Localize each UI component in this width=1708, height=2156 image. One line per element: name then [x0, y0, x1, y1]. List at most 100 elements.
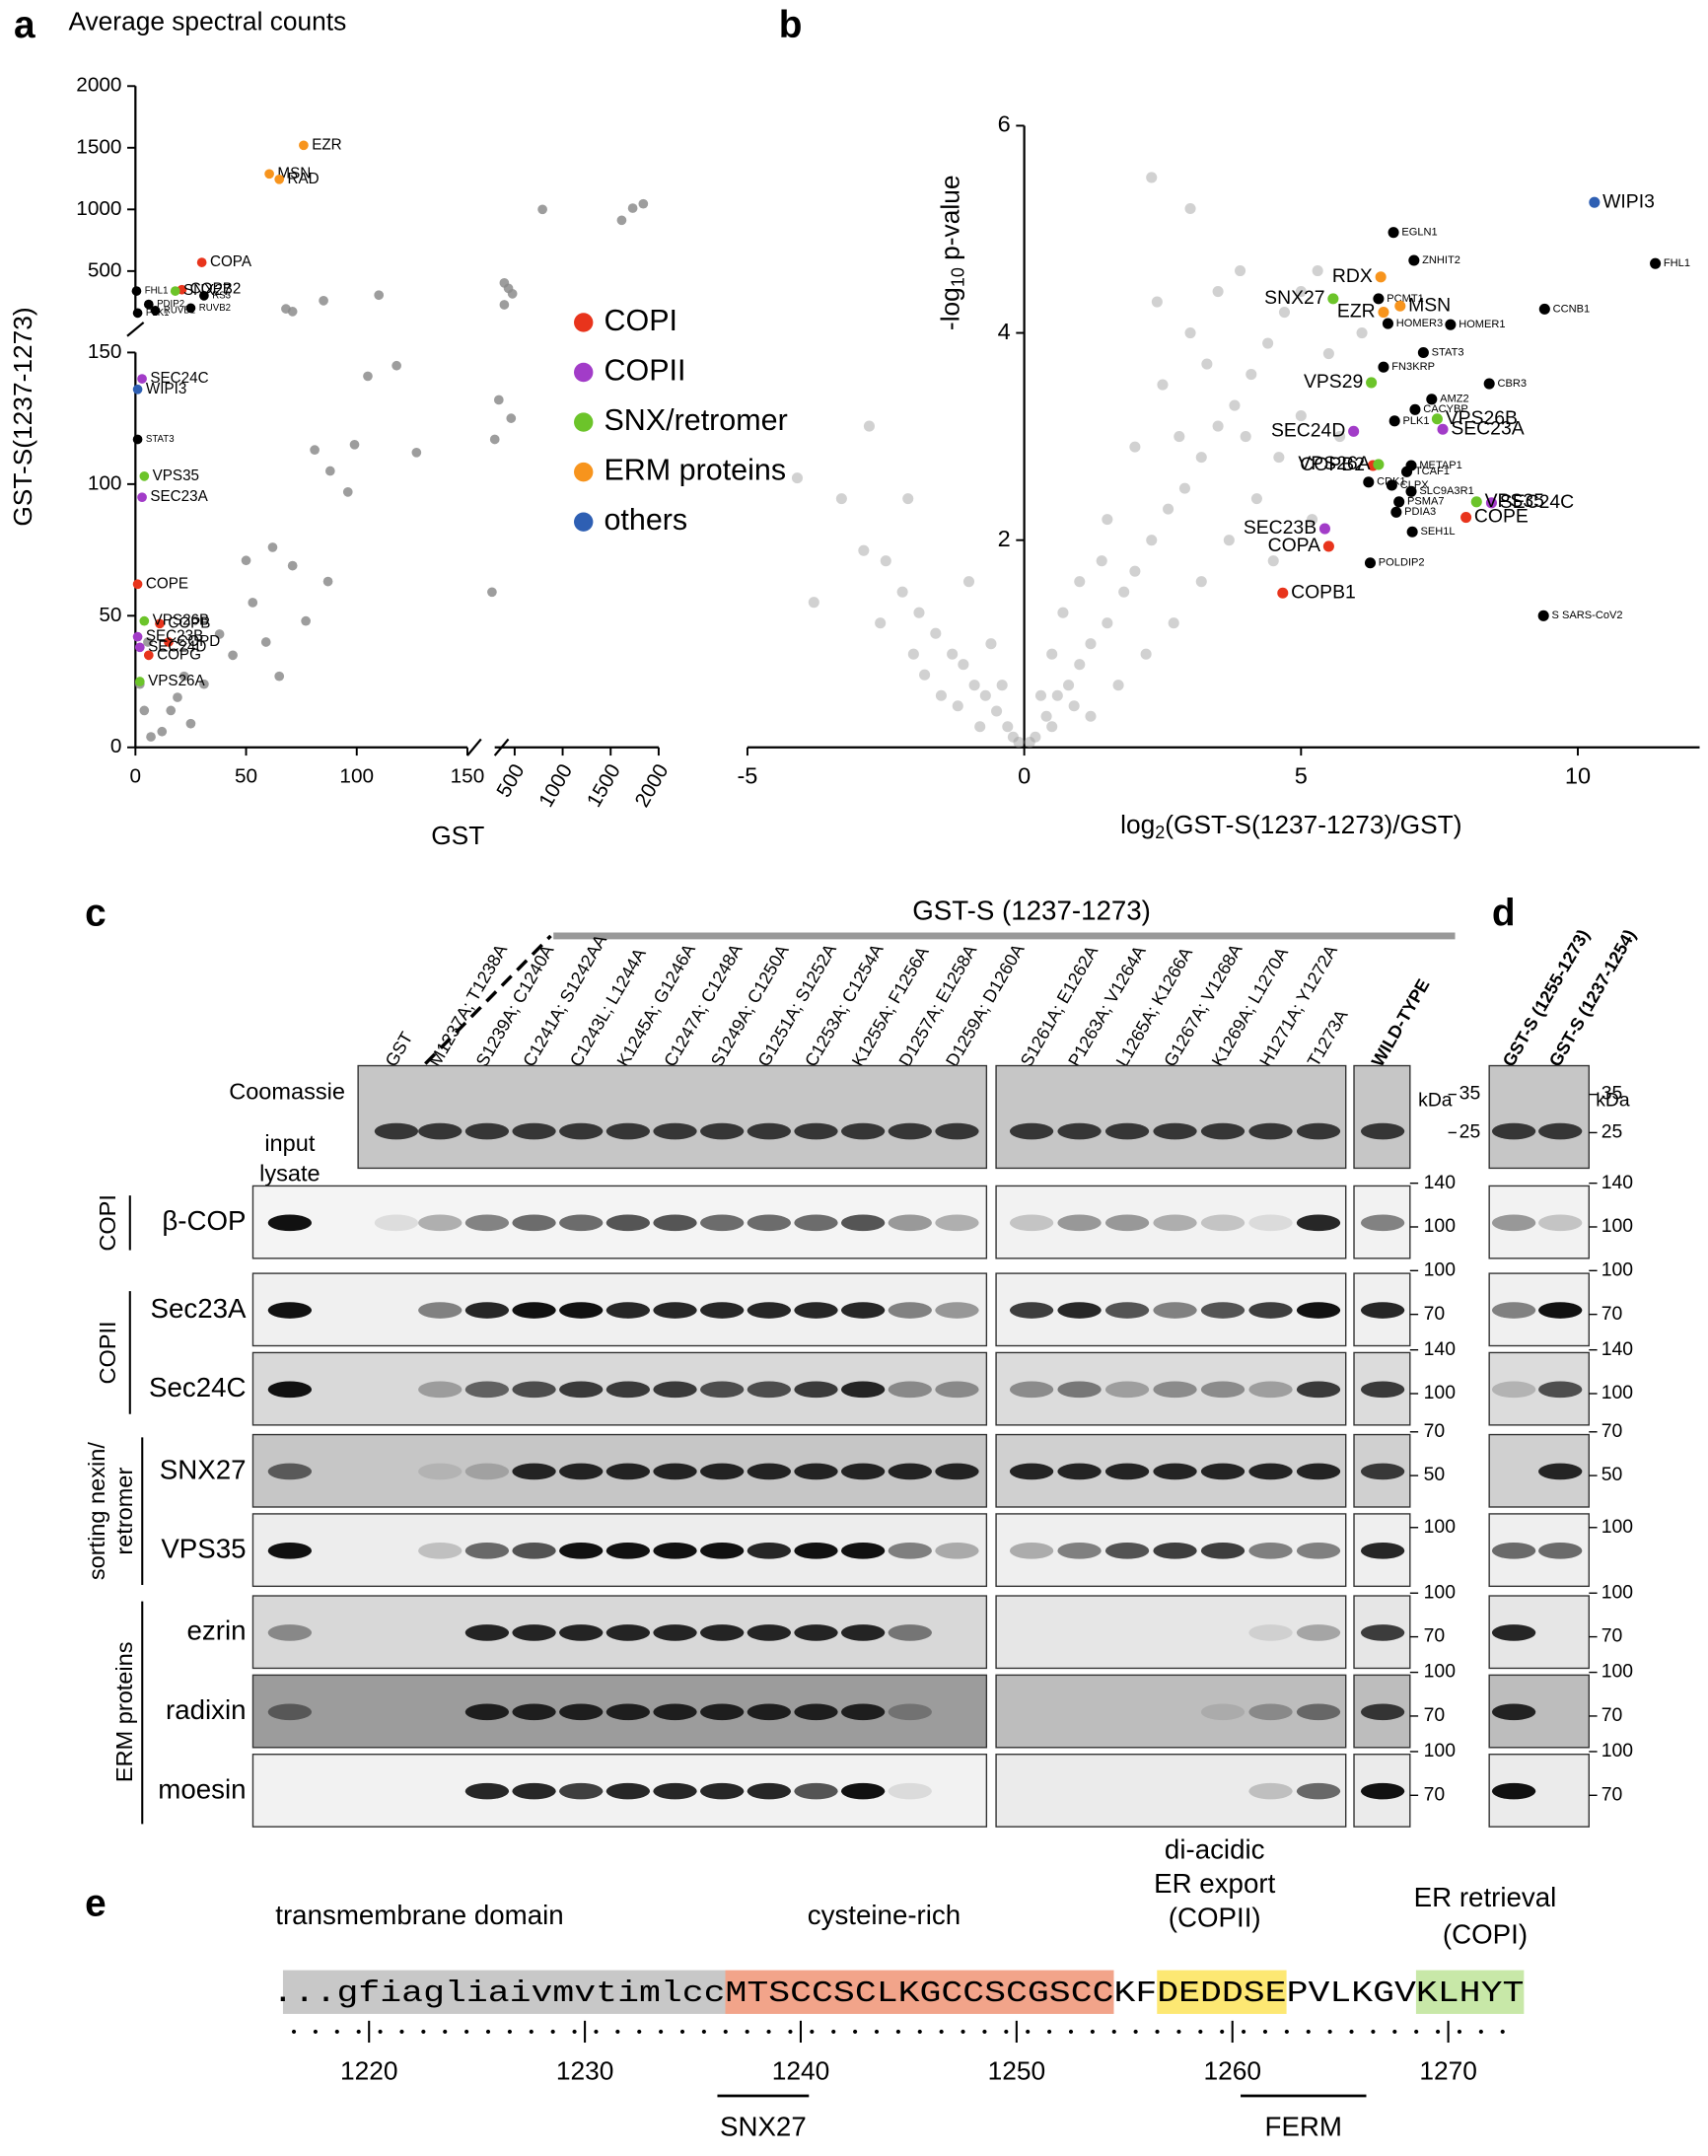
point-label: COPA	[1268, 535, 1321, 556]
band	[1360, 1214, 1405, 1232]
point	[166, 705, 177, 716]
point	[1024, 736, 1035, 749]
band	[1360, 1624, 1405, 1641]
band	[559, 1302, 604, 1319]
gel-panel	[1488, 1064, 1590, 1170]
band	[700, 1543, 745, 1559]
point-label: PSMA7	[1407, 496, 1445, 508]
point	[260, 637, 271, 647]
band	[267, 1214, 313, 1232]
residue-dot	[485, 2029, 491, 2035]
band	[700, 1302, 745, 1319]
sequence-segment: KLHYT	[1416, 1977, 1524, 2011]
band	[1360, 1782, 1405, 1800]
point	[1085, 710, 1097, 722]
band	[464, 1214, 510, 1232]
band	[1491, 1122, 1536, 1140]
legend-label: COPI	[604, 304, 677, 337]
band	[1009, 1214, 1054, 1232]
point	[1327, 293, 1339, 305]
band	[935, 1543, 979, 1559]
band	[794, 1302, 838, 1319]
band	[1200, 1543, 1245, 1559]
marker-label: 100	[1601, 1516, 1634, 1538]
band	[418, 1214, 463, 1232]
marker-label: 70	[1424, 1303, 1446, 1325]
row-label: SNX27	[160, 1454, 247, 1484]
point-label: PDIA3	[1404, 506, 1436, 518]
point-label: SEH1L	[1420, 526, 1455, 538]
point	[134, 677, 145, 686]
point-label: COPD	[177, 633, 220, 650]
blot-panel	[995, 1185, 1347, 1259]
point	[1074, 576, 1086, 588]
point	[1378, 306, 1389, 319]
point-label: COPE	[146, 575, 188, 592]
point	[1102, 617, 1113, 629]
band	[840, 1463, 886, 1480]
point-label: PCMT1	[1387, 293, 1424, 305]
point	[264, 169, 274, 180]
point	[1235, 264, 1246, 277]
marker-label: 25	[1459, 1121, 1481, 1143]
band	[418, 1543, 463, 1559]
residue-dot	[334, 2029, 339, 2035]
band	[888, 1543, 932, 1559]
band	[747, 1782, 791, 1800]
point-label: RDX	[1332, 265, 1373, 287]
residue-dot	[1262, 2029, 1268, 2035]
point-label: COPB2	[1300, 454, 1365, 475]
point	[349, 439, 360, 450]
band	[605, 1463, 651, 1480]
point-label: COPB1	[1291, 581, 1356, 603]
x-tick-label: 150	[451, 765, 485, 788]
point	[143, 637, 153, 647]
residue-dot	[1414, 2029, 1419, 2035]
row-label: β-COP	[162, 1205, 246, 1236]
band	[1248, 1782, 1293, 1800]
label-part: p-value	[936, 176, 965, 268]
point-label: WIPI3	[146, 381, 186, 397]
legend-swatch	[574, 512, 594, 532]
band	[1248, 1463, 1293, 1480]
band	[1491, 1302, 1536, 1319]
point	[1051, 689, 1063, 701]
band	[700, 1214, 745, 1232]
point	[1184, 327, 1196, 339]
point	[137, 492, 147, 503]
residue-dot	[1068, 2029, 1074, 2035]
marker-label: 70	[1424, 1420, 1446, 1442]
marker-label: 25	[1601, 1121, 1623, 1143]
band	[653, 1381, 697, 1399]
band	[1248, 1381, 1293, 1399]
point	[1470, 496, 1482, 508]
point-label: COPB	[168, 614, 210, 631]
point	[132, 434, 143, 445]
point	[1146, 172, 1158, 183]
point-label: SEC24D	[148, 638, 206, 655]
marker-label: 140	[1601, 1172, 1634, 1193]
coomassie-label: Coomassie	[229, 1078, 345, 1104]
band	[747, 1214, 791, 1232]
point-label: VPS29	[1304, 371, 1363, 393]
band	[1248, 1302, 1293, 1319]
band	[747, 1122, 791, 1140]
marker-label: 70	[1601, 1704, 1623, 1726]
band	[1538, 1302, 1583, 1319]
residue-dot	[982, 2029, 987, 2035]
marker-label: 100	[1601, 1215, 1634, 1237]
band	[840, 1543, 886, 1559]
residue-dot	[356, 2029, 361, 2035]
band	[840, 1214, 886, 1232]
band	[1009, 1543, 1054, 1559]
band	[1491, 1381, 1536, 1399]
band	[374, 1122, 419, 1140]
legend-swatch	[574, 313, 594, 332]
point	[1068, 700, 1080, 712]
point	[489, 434, 500, 445]
legend-label: others	[604, 503, 687, 537]
point	[196, 257, 207, 267]
point	[164, 637, 174, 647]
point	[134, 642, 145, 653]
point-label: COPA	[210, 253, 252, 270]
